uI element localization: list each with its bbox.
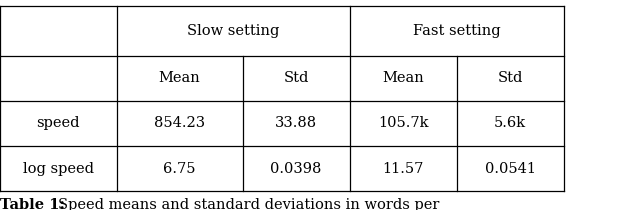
Text: speed: speed [37, 116, 80, 130]
Text: 105.7k: 105.7k [378, 116, 428, 130]
Text: Slow setting: Slow setting [187, 24, 279, 38]
Text: 0.0541: 0.0541 [485, 161, 536, 176]
Text: 6.75: 6.75 [163, 161, 196, 176]
Text: Mean: Mean [159, 71, 200, 85]
Text: 11.57: 11.57 [382, 161, 424, 176]
Text: log speed: log speed [23, 161, 94, 176]
Text: Table 1:: Table 1: [0, 198, 65, 210]
Text: 33.88: 33.88 [275, 116, 317, 130]
Text: 5.6k: 5.6k [495, 116, 526, 130]
Text: Std: Std [284, 71, 309, 85]
Text: 854.23: 854.23 [154, 116, 205, 130]
Text: Speed means and standard deviations in words per: Speed means and standard deviations in w… [58, 198, 439, 210]
Text: Mean: Mean [382, 71, 424, 85]
Text: 0.0398: 0.0398 [270, 161, 322, 176]
Text: Std: Std [498, 71, 523, 85]
Text: Fast setting: Fast setting [413, 24, 501, 38]
